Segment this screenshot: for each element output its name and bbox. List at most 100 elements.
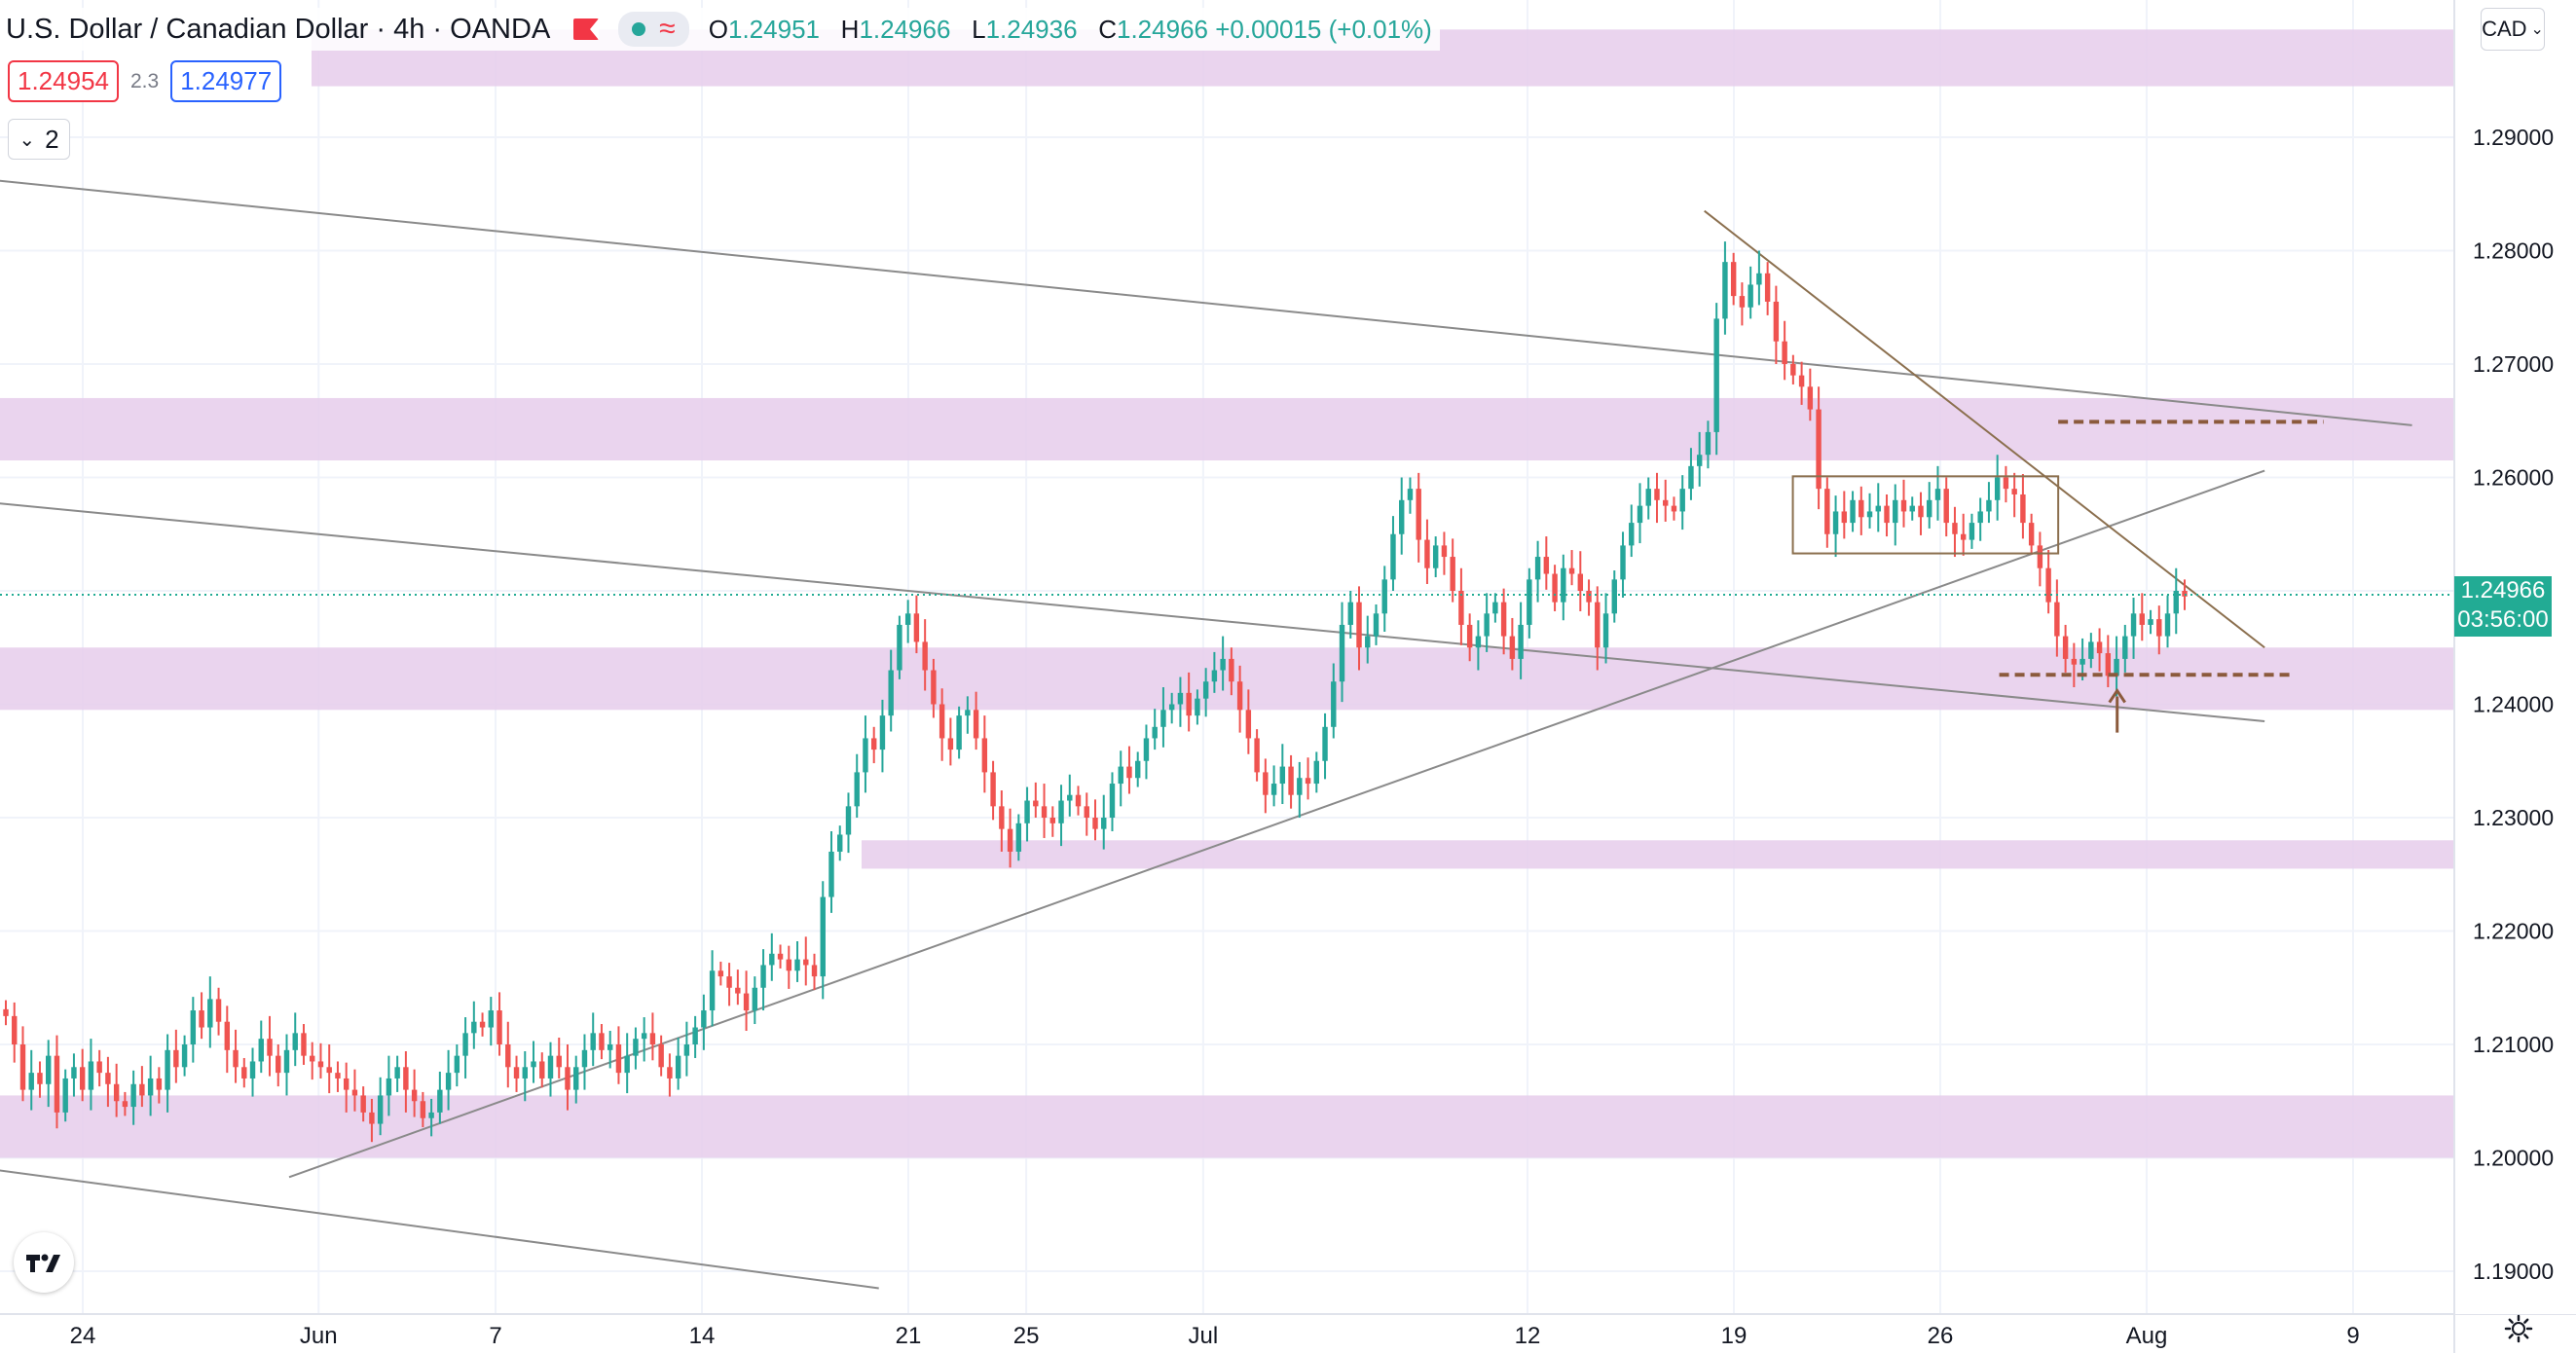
candle-body: [786, 959, 791, 971]
support-resistance-zones: [0, 29, 2454, 1158]
candle-body: [2045, 567, 2051, 603]
candle-body: [752, 987, 758, 1011]
candle-body: [267, 1039, 273, 1056]
flag-icon[interactable]: [573, 18, 600, 40]
candle-body: [2130, 613, 2137, 637]
candle-body: [1602, 613, 1609, 648]
chevron-down-icon: ⌄: [18, 128, 36, 151]
candle-body: [113, 1083, 120, 1102]
candle-body: [2164, 613, 2171, 637]
candle-body: [1407, 489, 1414, 500]
high-value: 1.24966: [859, 14, 951, 44]
candle-body: [207, 999, 213, 1028]
candle-body: [2020, 494, 2026, 524]
candle-body: [428, 1112, 434, 1118]
symbol-title[interactable]: U.S. Dollar / Canadian Dollar · 4h · OAN…: [6, 13, 551, 45]
candle-body: [1884, 505, 1890, 524]
candle-body: [938, 704, 945, 739]
candle-body: [1279, 766, 1286, 785]
candle-body: [675, 1055, 681, 1079]
candle-body: [2148, 619, 2153, 625]
time-axis[interactable]: 24 Jun 7 14 21 25 Jul 12 19 26 Aug 9: [70, 1323, 2360, 1349]
symbol-name: U.S. Dollar / Canadian Dollar: [6, 13, 369, 45]
time-tick-label: 25: [1013, 1323, 1040, 1349]
time-tick-label: 19: [1721, 1323, 1748, 1349]
candle-body: [913, 613, 920, 642]
change-value: +0.00015 (+0.01%): [1215, 14, 1432, 44]
candle-body: [1500, 602, 1507, 637]
candle-body: [1518, 624, 1524, 659]
price-axis[interactable]: 1.29000 1.28000 1.27000 1.26000 1.24000 1.230…: [2455, 0, 2576, 1314]
candle-body: [1645, 489, 1651, 506]
candle-body: [735, 987, 741, 994]
candle-body: [1381, 579, 1387, 614]
candle-body: [1900, 499, 1907, 512]
open-value: 1.24951: [728, 14, 820, 44]
price-tick-label: 1.28000: [2473, 238, 2554, 264]
candle-body: [1441, 545, 1448, 558]
candle-body: [1177, 692, 1184, 705]
candle-body: [1416, 489, 1421, 540]
candle-body: [1679, 489, 1685, 512]
candle-body: [12, 1015, 18, 1044]
candle-body: [190, 1010, 197, 1044]
settings-gear-icon[interactable]: [2504, 1314, 2533, 1343]
candle-body: [1866, 511, 1873, 518]
candle-body: [3, 1008, 9, 1016]
candle-body: [1236, 681, 1243, 711]
candle-body: [1577, 573, 1584, 591]
candle-body: [1663, 499, 1669, 506]
candle-body: [411, 1089, 418, 1102]
candle-body: [1399, 499, 1405, 534]
candle-body: [1135, 760, 1141, 779]
candle-body: [1450, 557, 1455, 591]
currency-button[interactable]: CAD ⌄: [2481, 8, 2545, 51]
price-tick-label: 1.20000: [2473, 1146, 2554, 1171]
candle-body: [403, 1067, 409, 1090]
candle-body: [1671, 505, 1677, 512]
candle-body: [1229, 658, 1234, 682]
candle-body: [1160, 710, 1166, 727]
candle-body: [1424, 539, 1430, 568]
candle-body: [1075, 794, 1082, 807]
candle-body: [292, 1033, 298, 1050]
candle-body: [811, 965, 818, 977]
candle-body: [1832, 511, 1839, 534]
tradingview-logo-icon[interactable]: [14, 1232, 74, 1293]
candle-body: [1186, 692, 1192, 716]
candle-body: [701, 1010, 707, 1028]
candle-body: [1952, 523, 1958, 534]
zone-band: [0, 397, 2454, 461]
price-tick-label: 1.26000: [2473, 465, 2554, 491]
candle-body: [760, 965, 766, 988]
candle-body: [2054, 602, 2060, 637]
candle-body: [1713, 318, 1719, 432]
candle-body: [1934, 489, 1941, 500]
candle-body: [658, 1044, 664, 1068]
time-tick-label: 7: [489, 1323, 501, 1349]
candle-body: [922, 641, 928, 671]
candle-body: [769, 953, 775, 966]
time-tick-label: 9: [2346, 1323, 2359, 1349]
status-pill[interactable]: ≈: [618, 12, 689, 47]
candle-body: [2062, 636, 2069, 659]
candle-body: [1927, 499, 1932, 518]
buy-button[interactable]: 1.24977: [170, 60, 282, 102]
candle-body: [1977, 511, 1983, 524]
price-tick-label: 1.24000: [2473, 692, 2554, 717]
candle-body: [241, 1067, 247, 1079]
candle-body: [1620, 545, 1626, 580]
sell-button[interactable]: 1.24954: [8, 60, 119, 102]
candle-body: [173, 1049, 179, 1068]
price-tick-label: 1.19000: [2473, 1259, 2554, 1284]
zone-band: [862, 840, 2454, 869]
candle-body: [667, 1067, 673, 1079]
candle-body: [1475, 636, 1482, 648]
candle-body: [981, 738, 988, 773]
candle-body: [590, 1033, 596, 1050]
candle-body: [156, 1078, 163, 1090]
candle-body: [1696, 455, 1703, 466]
indicators-toggle-button[interactable]: ⌄ 2: [8, 119, 70, 160]
spread-value: 2.3: [129, 69, 160, 92]
